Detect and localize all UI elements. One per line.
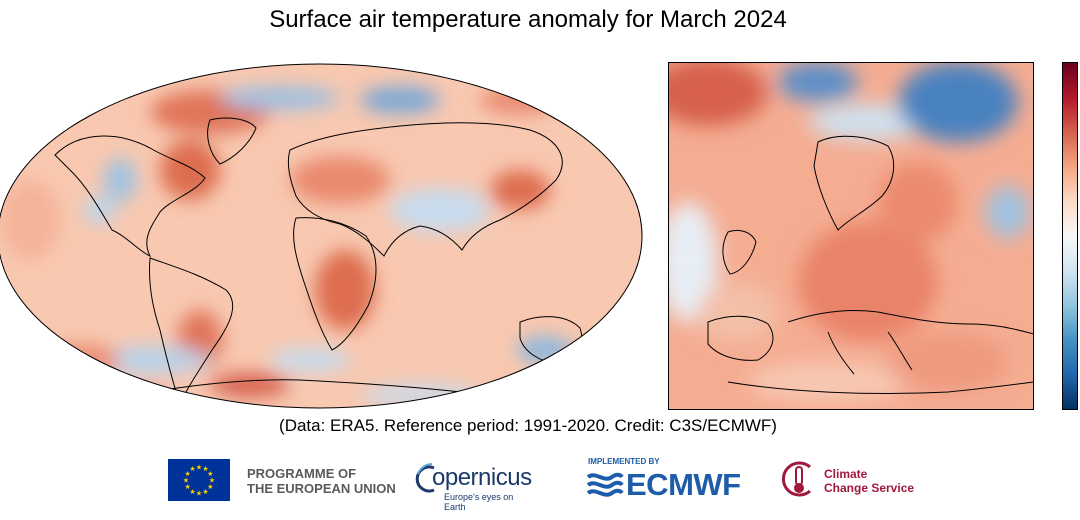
- eu-star-icon: ★: [189, 465, 195, 473]
- world-map: [0, 63, 643, 409]
- eu-star-icon: ★: [196, 464, 202, 472]
- eu-star-icon: ★: [185, 470, 191, 478]
- world-map-border: [0, 63, 643, 409]
- ecmwf-word: ECMWF: [626, 467, 741, 502]
- eu-star-icon: ★: [189, 488, 195, 496]
- eu-star-icon: ★: [202, 488, 208, 496]
- eu-programme-text: PROGRAMME OF THE EUROPEAN UNION: [247, 466, 396, 496]
- eu-flag-logo: ★ ★★★★★★★★★★★: [168, 459, 230, 501]
- eu-star-icon: ★: [207, 470, 213, 478]
- europe-coastlines: [707, 135, 1034, 395]
- europe-map: [668, 62, 1034, 410]
- eu-star-icon: ★: [183, 477, 189, 485]
- europe-map-border: [668, 62, 1034, 410]
- copernicus-tagline: Europe's eyes on Earth: [444, 492, 514, 512]
- eu-star-icon: ★: [209, 477, 215, 485]
- eu-line1: PROGRAMME OF: [247, 466, 357, 481]
- data-credit: (Data: ERA5. Reference period: 1991-2020…: [279, 416, 777, 435]
- copernicus-word: opernicus: [432, 464, 532, 491]
- ecmwf-logo: IMPLEMENTED BY ECMWF: [586, 457, 758, 505]
- eu-star-icon: ★: [185, 483, 191, 491]
- ecmwf-implemented-by: IMPLEMENTED BY: [588, 457, 660, 466]
- eu-star-icon: ★: [196, 490, 202, 498]
- c3s-logo: Climate Change Service: [780, 459, 920, 503]
- copernicus-logo: opernicus Europe's eyes on Earth: [414, 460, 534, 512]
- eu-star-icon: ★: [202, 465, 208, 473]
- eu-line2: THE EUROPEAN UNION: [247, 481, 396, 496]
- ecmwf-wave-icon: [586, 472, 624, 497]
- copernicus-c-icon: [415, 463, 435, 493]
- c3s-line1: Climate: [824, 467, 868, 481]
- eu-star-icon: ★: [207, 483, 213, 491]
- chart-title: Surface air temperature anomaly for Marc…: [269, 6, 787, 33]
- c3s-line2: Change Service: [824, 481, 915, 495]
- colorbar: [1062, 62, 1078, 410]
- c3s-text: Climate Change Service: [824, 467, 914, 495]
- c3s-thermometer-icon: [781, 461, 811, 497]
